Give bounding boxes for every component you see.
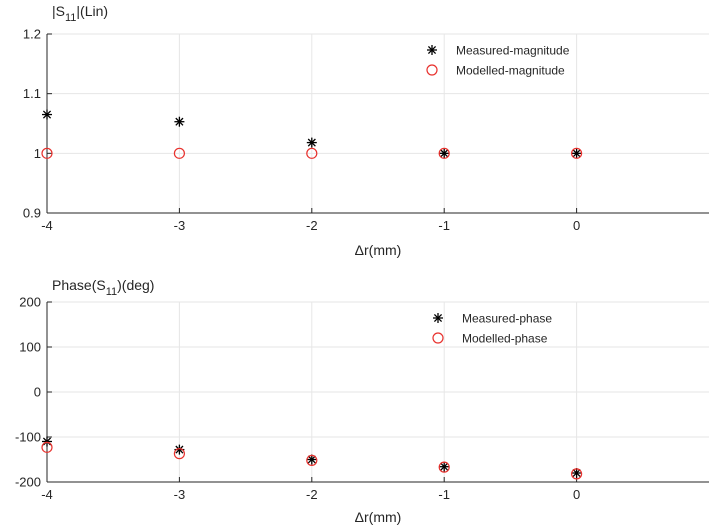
phase-legend-0-marker (433, 313, 443, 323)
phase-y-tick-label-0: -200 (15, 475, 41, 490)
magnitude-x-tick-label-0: -4 (41, 218, 53, 233)
magnitude-series-0-point-4-stroke-3 (572, 149, 581, 158)
phase-legend-0-marker-stroke-3 (433, 313, 443, 323)
phase-x-tick-label-2: -2 (306, 487, 318, 502)
phase-x-tick-label-1: -3 (174, 487, 186, 502)
phase-y-tick-label-3: 100 (19, 340, 41, 355)
magnitude-series-0-point-0 (42, 109, 52, 120)
phase-series-0-point-2 (306, 454, 317, 465)
phase-series-0-point-4-stroke-3 (572, 468, 581, 478)
magnitude-legend-1-marker (426, 64, 438, 76)
magnitude-series-0-point-2 (306, 137, 317, 148)
phase-series-1-point-3 (438, 461, 450, 473)
phase-y-tick-label-2: 0 (34, 385, 41, 400)
magnitude-series-0-point-3 (439, 148, 450, 159)
phase-series-1-point-1 (173, 448, 185, 460)
magnitude-x-tick-label-1: -3 (174, 218, 186, 233)
phase-series-1-point-2 (306, 454, 318, 466)
magnitude-series-0-point-1-stroke-3 (175, 117, 184, 126)
phase-series-1-point-4 (570, 468, 583, 480)
magnitude-legend-0-marker-stroke-3 (427, 45, 437, 55)
magnitude-x-tick-label-4: 0 (573, 218, 580, 233)
magnitude-x-axis-label: Δr(mm) (355, 242, 402, 258)
phase-series-0-point-3-stroke-3 (440, 462, 449, 471)
magnitude-series-0-point-4 (571, 148, 582, 159)
phase-series-0-point-0 (42, 436, 52, 447)
phase-y-axis-label: Phase(S11)(deg) (52, 277, 154, 298)
magnitude-x-tick-label-2: -2 (306, 218, 318, 233)
phase-series-0-point-1-stroke-3 (175, 445, 184, 454)
phase-series-0-point-3 (439, 461, 450, 472)
phase-legend-1-marker (432, 332, 444, 344)
phase-y-tick-label-4: 200 (19, 295, 41, 310)
magnitude-legend-0-marker (427, 45, 437, 55)
phase-series-1-point-0 (41, 441, 53, 453)
magnitude-y-axis-label: |S11|(Lin) (52, 3, 108, 24)
phase-y-tick-label-1: -100 (15, 430, 41, 445)
magnitude-series-0-point-0-stroke-3 (42, 110, 52, 119)
phase-x-axis-label: Δr(mm) (355, 509, 402, 525)
magnitude-series-0-point-3-stroke-3 (440, 149, 449, 158)
phase-plot: -4 -3 -2 -1 0 -200 -100 0 100 200 Phase(S11)(deg) Δ… (15, 277, 709, 525)
magnitude-y-tick-label-3: 1.2 (23, 27, 41, 42)
magnitude-legend-0-label: Measured-magnitude (456, 44, 570, 58)
phase-x-tick-label-4: 0 (573, 487, 580, 502)
magnitude-y-tick-label-2: 1.1 (23, 86, 41, 101)
magnitude-series-0-point-1 (174, 116, 185, 127)
phase-x-tick-label-0: -4 (41, 487, 53, 502)
magnitude-series-0-point-2-stroke-3 (307, 138, 316, 147)
magnitude-legend-1-label: Modelled-magnitude (456, 64, 565, 78)
magnitude-series-1-point-4 (570, 147, 583, 159)
phase-series-0-point-4 (571, 468, 582, 478)
magnitude-series-1-point-1 (173, 147, 185, 159)
phase-series-0-point-2-stroke-3 (307, 455, 316, 464)
phase-x-tick-label-3: -1 (438, 487, 450, 502)
magnitude-series-1-point-2 (306, 147, 318, 159)
magnitude-plot: -4 -3 -2 -1 0 0.9 1 1.1 1.2 |S11|(Lin) Δr(mm) Measu… (23, 3, 709, 258)
magnitude-y-tick-label-0: 0.9 (23, 206, 41, 221)
magnitude-x-tick-label-3: -1 (438, 218, 450, 233)
magnitude-y-tick-label-1: 1 (34, 146, 41, 161)
magnitude-series-1-point-0 (41, 147, 53, 159)
phase-legend-1-label: Modelled-phase (462, 332, 548, 346)
magnitude-series-1-point-3 (438, 147, 450, 159)
phase-series-0-point-0-stroke-3 (42, 437, 52, 446)
phase-legend-0-label: Measured-phase (462, 312, 552, 326)
